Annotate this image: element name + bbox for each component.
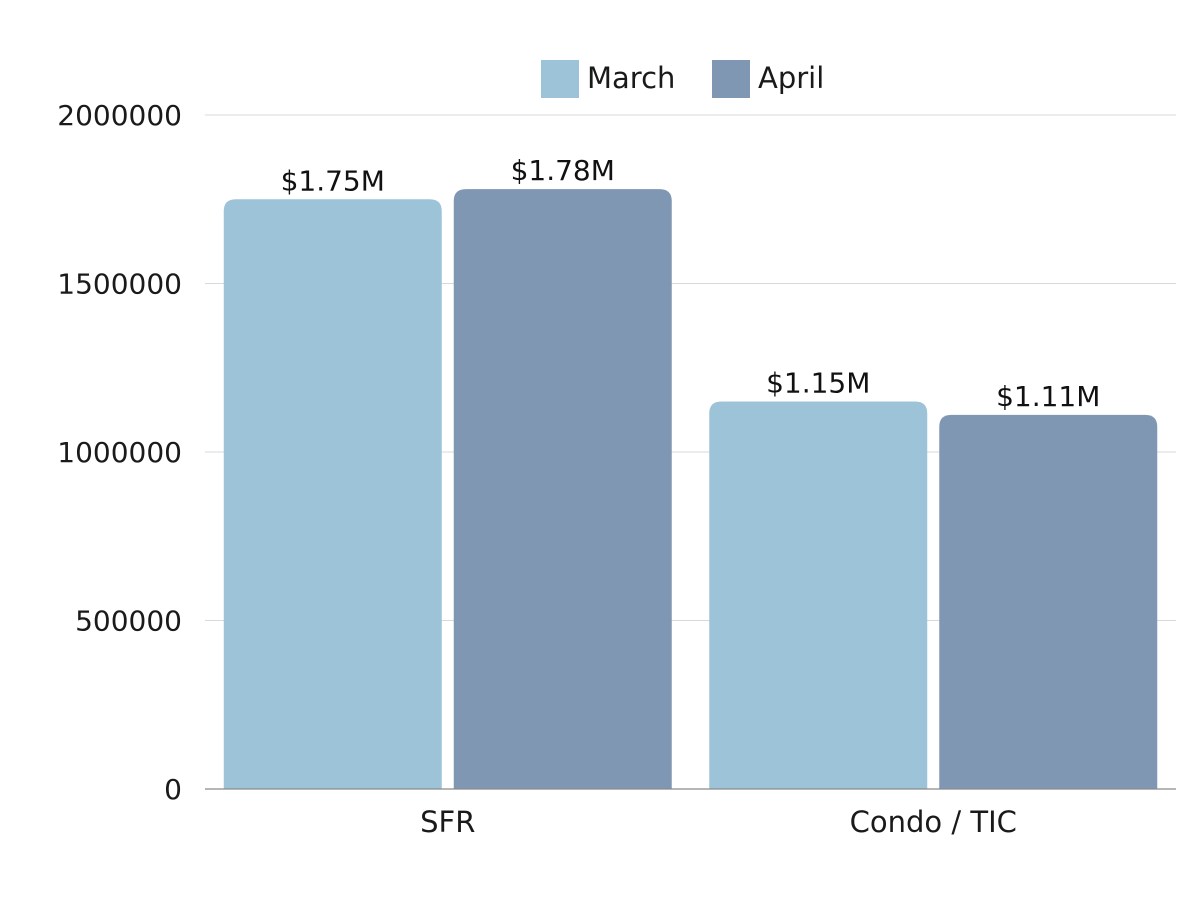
data-label-sfr-march: $1.75M [281, 164, 385, 197]
legend-item-march[interactable]: March [541, 60, 675, 98]
y-tick-label: 1500000 [57, 268, 182, 301]
data-label-condo-tic-april: $1.11M [996, 380, 1100, 413]
legend-label-march: March [587, 61, 675, 95]
legend[interactable]: March April [541, 60, 824, 98]
legend-swatch-march [541, 60, 579, 98]
bars [223, 189, 1158, 789]
bar-sfr-april [453, 189, 672, 789]
y-tick-label: 0 [164, 773, 182, 806]
legend-swatch-april [712, 60, 750, 98]
bar-condo-tic-april [939, 414, 1158, 789]
y-tick-label: 500000 [75, 605, 182, 638]
bar-sfr-march [223, 199, 442, 789]
y-tick-label: 2000000 [57, 99, 182, 132]
legend-item-april[interactable]: April [712, 60, 824, 98]
legend-label-april: April [758, 61, 824, 95]
bar-condo-tic-march [709, 401, 928, 789]
data-label-sfr-april: $1.78M [511, 154, 615, 187]
category-label-sfr: SFR [420, 805, 475, 839]
data-labels: $1.75M $1.78M $1.15M $1.11M [281, 154, 1101, 413]
data-label-condo-tic-march: $1.15M [766, 366, 870, 399]
x-axis-categories: SFR Condo / TIC [420, 805, 1017, 839]
y-axis-ticks: 0 500000 1000000 1500000 2000000 [57, 99, 182, 806]
category-label-condo-tic: Condo / TIC [850, 805, 1017, 839]
y-tick-label: 1000000 [57, 436, 182, 469]
